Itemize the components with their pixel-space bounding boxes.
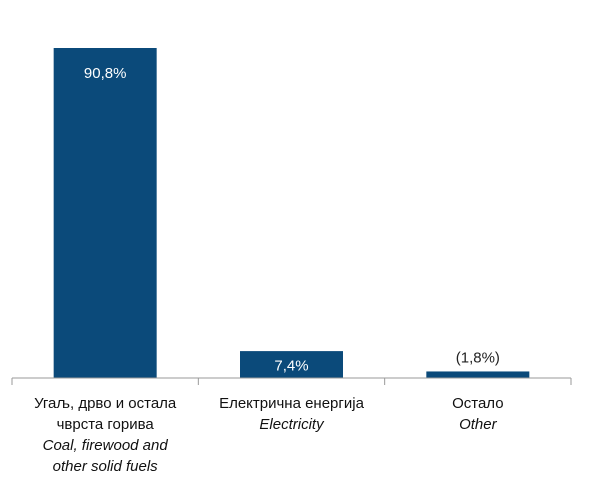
category-label-en-1-0: Electricity [259,416,325,433]
data-labels-group: 90,8% 7,4% (1,8%) [84,65,500,375]
category-labels-group: Угаљ, дрво и остала чврста горива Coal, fi… [34,395,504,475]
bar-0 [53,48,157,378]
category-label-sr-0-1: чврста горива [57,416,155,433]
bar-2 [426,371,530,378]
data-label-2: (1,8%) [456,349,500,366]
bars-group [53,48,530,378]
category-label-sr-0-0: Угаљ, дрво и остала [34,395,177,412]
category-label-sr-1-0: Електрична енергија [219,395,365,412]
category-label-en-2-0: Other [459,416,498,433]
x-axis [11,377,572,385]
bar-1 [240,351,343,378]
category-label-en-0-1: other solid fuels [53,458,159,475]
data-label-0: 90,8% [84,65,127,82]
data-label-1: 7,4% [274,358,308,375]
category-label-en-0-0: Coal, firewood and [43,437,169,454]
category-label-sr-2-0: Остало [452,395,503,412]
